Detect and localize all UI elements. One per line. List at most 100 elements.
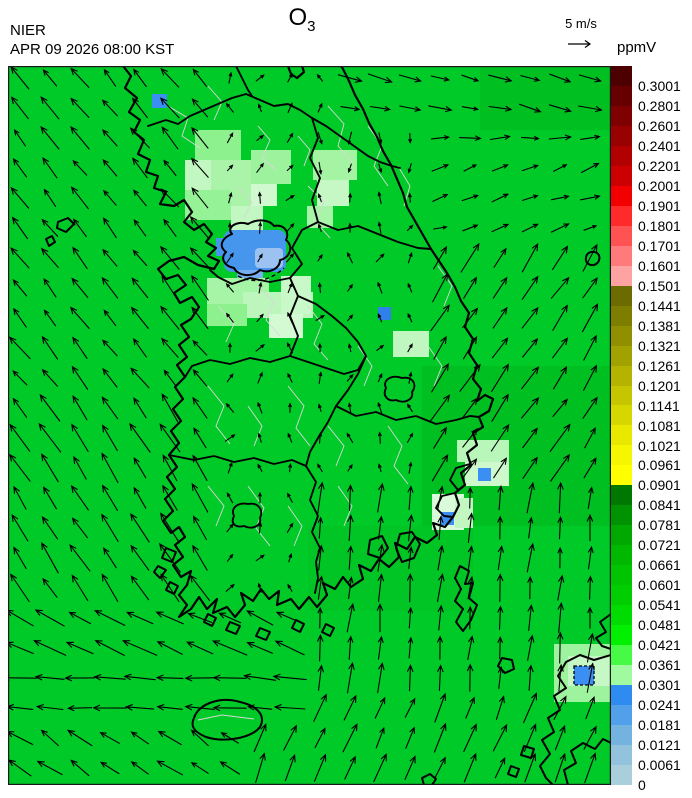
field-patch [281,276,311,314]
wind-arrow [584,752,597,784]
wind-arrow [467,575,474,600]
colorbar-tick-label: 0.2401 [638,137,681,154]
colorbar-swatch [611,325,632,346]
wind-arrow [286,342,294,354]
colorbar-tick-label: 0.1601 [638,257,681,274]
wind-reference-arrow-icon [568,40,592,48]
wind-arrow [13,546,27,570]
wind-arrow [71,517,88,539]
wind-arrow [586,662,595,693]
wind-arrow [549,73,572,83]
wind-arrow [243,673,277,681]
colorbar-swatch [611,724,632,745]
wind-arrow [162,484,178,511]
wind-arrow [163,218,177,237]
wind-arrow [520,75,541,82]
wind-arrow [255,74,265,82]
wind-arrow [8,641,34,655]
wind-arrow [313,693,327,722]
colorbar-tick-label: 0.1901 [638,197,681,214]
wind-arrow [437,604,444,631]
wind-arrow [466,663,474,692]
wind-arrow [554,724,566,751]
gwangju-border [231,502,263,529]
field-patch [152,94,167,108]
wind-arrow [526,542,535,573]
wind-arrow [38,422,62,453]
wind-arrow [8,730,34,746]
wind-arrow [103,68,117,87]
field-patch [185,190,231,220]
wind-arrow [521,396,540,419]
concentration-patches [152,66,611,702]
wind-arrow [160,573,180,603]
wind-arrow [437,635,443,660]
wind-arrow [434,692,447,723]
wind-arrow [35,704,64,711]
wind-arrow [70,97,90,118]
colorbar-tick-label: 0.0181 [638,717,681,734]
wind-arrow [40,247,59,268]
wind-arrow [72,246,88,269]
colorbar-tick-label: 0.0361 [638,657,681,674]
field-patch [185,160,211,190]
wind-arrow [377,313,383,323]
wind-arrow [39,393,61,422]
wind-arrow [489,134,511,141]
colorbar-swatch [611,85,632,106]
wind-arrow [286,164,294,172]
wind-arrow [228,222,232,233]
colorbar-swatch [611,645,632,666]
wind-arrow [432,194,449,202]
wind-arrow [430,135,450,140]
wind-arrow [94,639,125,656]
wind-arrow [346,661,355,694]
wind-arrow [317,575,324,600]
wind-arrow [524,752,537,783]
wind-arrow [286,132,294,143]
wind-arrow [550,223,570,233]
wind-arrow [433,722,447,753]
wind-arrow [103,309,117,327]
colorbar-swatch [611,485,632,506]
colorbar-swatch [611,66,632,86]
colorbar-tick-label: 0.0601 [638,577,681,594]
wind-arrow [405,726,415,749]
wind-arrow [8,336,31,360]
wind-arrow [212,674,247,682]
namhae-island [367,535,389,559]
colorbar-swatch [611,345,632,366]
wind-arrow [340,106,361,112]
wind-arrow [10,186,30,209]
colorbar-swatch [611,365,632,386]
wind-arrow [34,674,65,681]
wind-arrow [133,68,147,88]
wind-arrow [377,515,384,540]
wind-arrow [344,755,356,780]
wind-arrow [130,731,149,745]
colorbar-swatch [611,165,632,186]
wind-arrow [124,704,155,711]
wind-arrow [467,512,475,543]
wind-arrow [316,73,324,82]
wind-arrow [491,363,509,392]
wind-arrow [131,277,149,299]
wind-arrow [256,162,265,173]
wind-arrow [224,434,236,442]
wind-arrow [488,74,513,83]
wind-arrow [41,453,59,483]
wind-arrow [132,338,147,358]
colorbar-swatch [611,685,632,705]
wind-arrow [430,304,450,332]
wind-arrow [99,732,120,744]
field-patch [393,331,429,357]
wind-arrow [257,191,262,204]
wind-arrow [288,402,292,413]
wind-arrow [582,396,598,419]
wind-arrow [407,636,414,659]
field-patch [378,307,391,320]
wind-arrow [407,282,413,293]
wind-arrow [189,215,210,240]
wind-arrow [433,225,448,230]
wind-arrow [288,552,293,563]
